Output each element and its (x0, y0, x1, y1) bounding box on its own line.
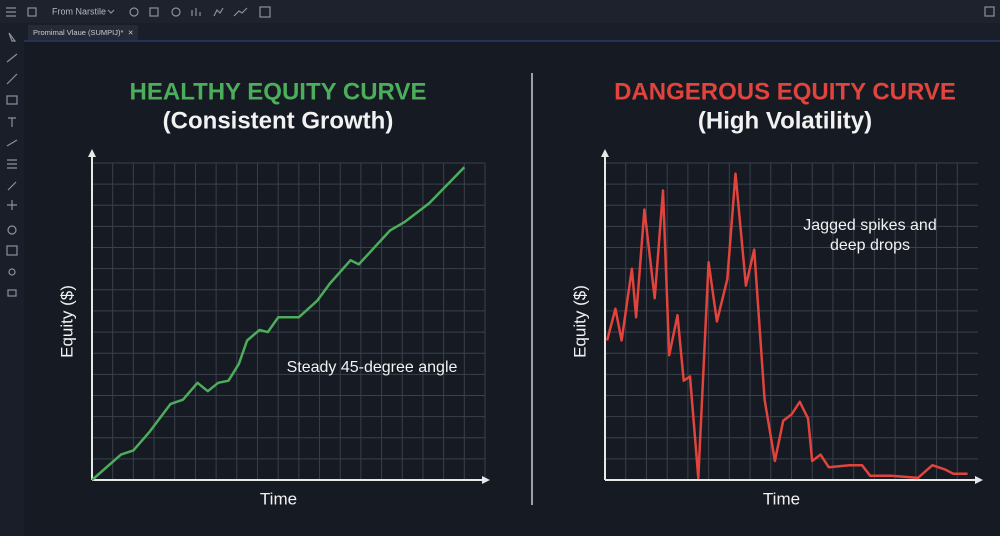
x-axis-label: Time (260, 489, 297, 508)
menu-icon[interactable] (6, 7, 16, 17)
tab-label[interactable]: Promimal Vlaue (SUMPIJ)* (33, 28, 124, 37)
annotation: deep drops (830, 237, 910, 254)
x-axis-label: Time (763, 489, 800, 508)
annotation: Steady 45-degree angle (287, 359, 458, 376)
chart-title: DANGEROUS EQUITY CURVE (614, 78, 956, 105)
chart-title: HEALTHY EQUITY CURVE (130, 78, 427, 105)
toolbar-icons[interactable] (129, 6, 271, 18)
layout-icon[interactable] (27, 7, 37, 17)
tab-bar (24, 23, 1000, 41)
y-axis-arrow (601, 149, 609, 157)
chart-subtitle: (Consistent Growth) (163, 107, 394, 134)
top-toolbar (0, 0, 1000, 23)
tab-close[interactable]: × (128, 27, 133, 37)
annotation: Jagged spikes and (803, 217, 936, 234)
window-button[interactable] (984, 6, 995, 17)
x-axis-arrow (975, 476, 983, 484)
symbol-search[interactable]: From Narstile (52, 6, 106, 16)
left-sidebar (0, 23, 24, 536)
equity-line (605, 172, 968, 480)
equity-line (91, 166, 466, 481)
chart-subtitle: (High Volatility) (698, 107, 872, 134)
y-axis-arrow (88, 149, 96, 157)
dropdown-icon[interactable] (107, 9, 115, 14)
drawing-tools[interactable] (6, 32, 18, 297)
charts: HEALTHY EQUITY CURVE(Consistent Growth) T… (57, 78, 983, 508)
y-axis-label: Equity ($) (57, 285, 76, 358)
x-axis-arrow (482, 476, 490, 484)
tab[interactable] (28, 25, 138, 40)
y-axis-label: Equity ($) (570, 285, 589, 358)
